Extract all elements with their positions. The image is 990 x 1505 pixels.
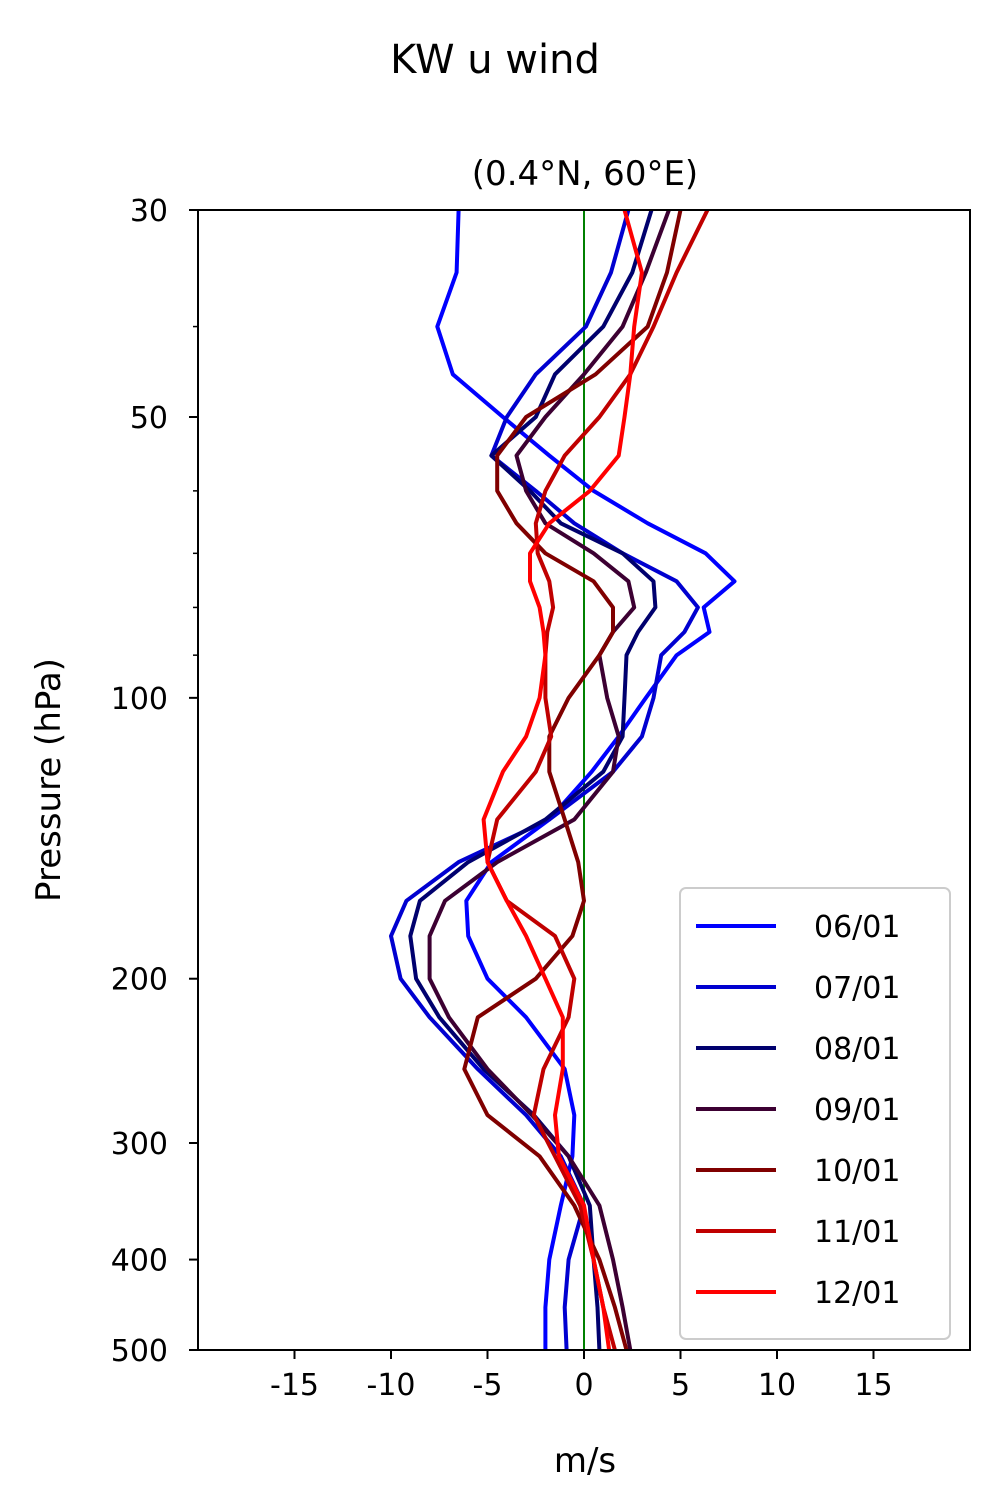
legend-box bbox=[679, 887, 951, 1340]
legend: 06/01 07/01 08/01 09/01 10/01 11/01 12/01 bbox=[679, 887, 951, 1340]
legend-label: 08/01 bbox=[814, 1032, 900, 1067]
series-line-09-01 bbox=[427, 210, 671, 1350]
legend-label: 10/01 bbox=[814, 1154, 900, 1189]
series-line-07-01 bbox=[389, 210, 700, 1350]
x-tick-label: -15 bbox=[270, 1368, 319, 1403]
x-tick-label: -10 bbox=[367, 1368, 416, 1403]
y-tick-label: 50 bbox=[130, 401, 168, 436]
y-tick-label: 100 bbox=[111, 682, 168, 717]
legend-label: 07/01 bbox=[814, 971, 900, 1006]
y-tick-label: 300 bbox=[111, 1127, 168, 1162]
legend-label: 11/01 bbox=[814, 1215, 900, 1250]
series-lines bbox=[389, 210, 737, 1350]
legend-label: 06/01 bbox=[814, 910, 900, 945]
chart-subtitle: (0.4°N, 60°E) bbox=[472, 154, 698, 194]
legend-label: 12/01 bbox=[814, 1276, 900, 1311]
x-tick-label: -5 bbox=[473, 1368, 503, 1403]
x-axis-label: m/s bbox=[554, 1441, 616, 1481]
y-tick-label: 30 bbox=[130, 194, 168, 229]
y-axis-label: Pressure (hPa) bbox=[29, 658, 69, 902]
y-tick-label: 500 bbox=[111, 1334, 168, 1369]
x-tick-label: 0 bbox=[574, 1368, 593, 1403]
x-tick-label: 15 bbox=[854, 1368, 892, 1403]
legend-label: 09/01 bbox=[814, 1093, 900, 1128]
y-tick-label: 200 bbox=[111, 963, 168, 998]
series-line-12-01 bbox=[481, 210, 644, 1350]
x-tick-label: 10 bbox=[758, 1368, 796, 1403]
x-tick-label: 5 bbox=[671, 1368, 690, 1403]
y-tick-label: 400 bbox=[111, 1244, 168, 1279]
plot-area: -15 -10 -5 0 5 10 15 30 50 100 200 300 400 500 bbox=[111, 194, 971, 1403]
chart-title: KW u wind bbox=[390, 37, 600, 83]
series-line-11-01 bbox=[485, 210, 710, 1350]
